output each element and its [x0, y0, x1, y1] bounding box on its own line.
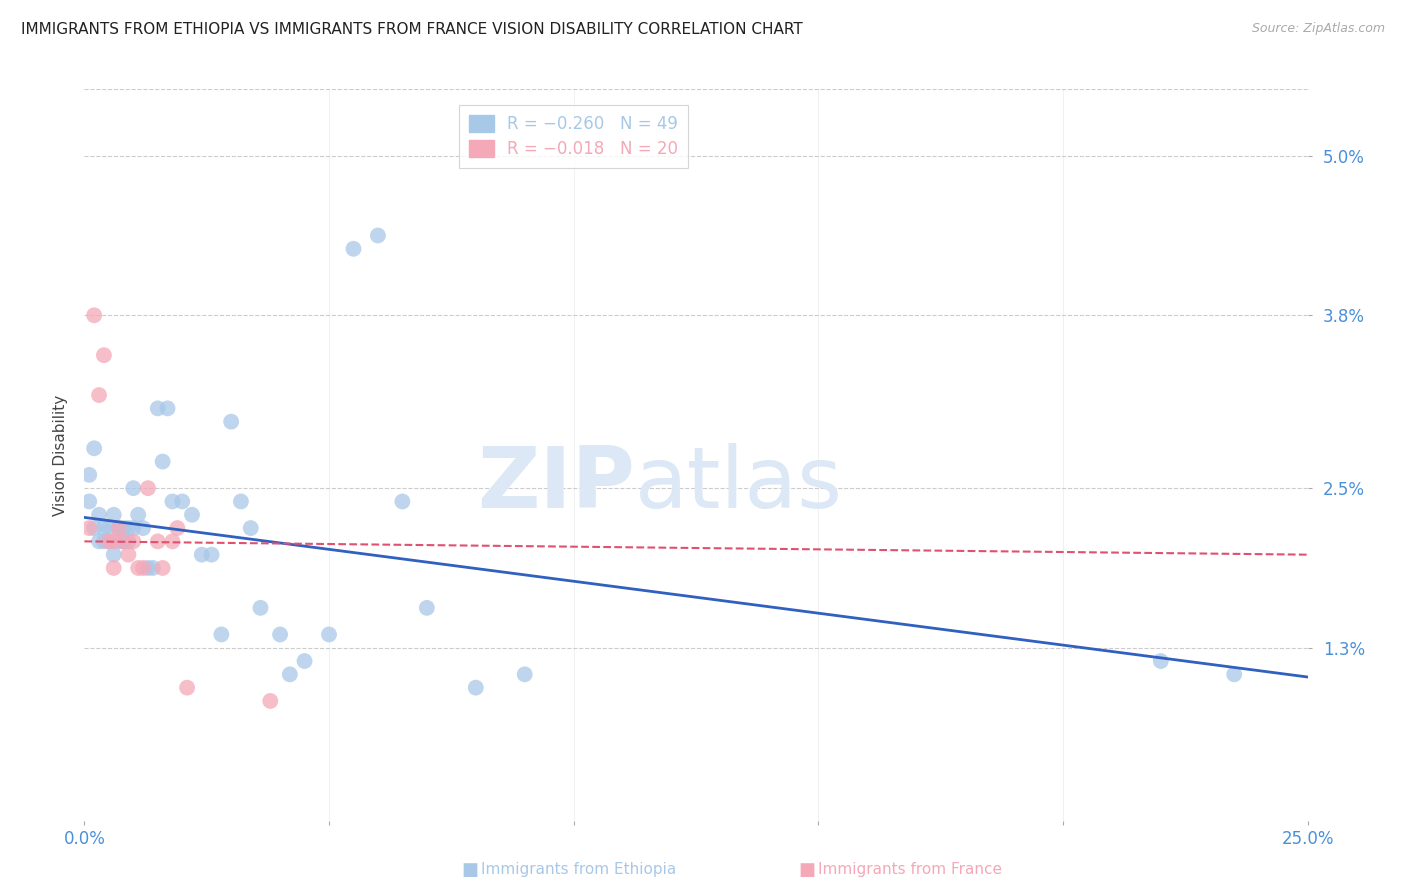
Point [259, 694, 281, 708]
Point [107, 521, 129, 535]
Point [416, 600, 439, 615]
Point [87, 508, 110, 522]
Text: ■: ■ [799, 861, 815, 879]
Point [83, 308, 105, 322]
Point [97, 534, 120, 549]
Point [77, 467, 100, 482]
Point [1223, 667, 1246, 681]
Point [162, 534, 184, 549]
Point [152, 561, 174, 575]
Point [107, 521, 129, 535]
Point [127, 561, 149, 575]
Point [191, 548, 214, 562]
Point [117, 534, 139, 549]
Point [122, 534, 145, 549]
Point [93, 348, 115, 362]
Point [1150, 654, 1173, 668]
Point [249, 600, 271, 615]
Point [239, 521, 262, 535]
Point [219, 415, 242, 429]
Point [93, 534, 115, 549]
Point [132, 561, 155, 575]
Point [83, 521, 105, 535]
Point [97, 534, 120, 549]
Point [172, 494, 194, 508]
Point [117, 548, 139, 562]
Point [513, 667, 536, 681]
Text: atlas: atlas [636, 442, 842, 525]
Point [103, 548, 125, 562]
Point [117, 521, 139, 535]
Point [136, 481, 159, 495]
Point [200, 548, 222, 562]
Point [162, 494, 184, 508]
Point [136, 561, 159, 575]
Point [87, 388, 110, 402]
Point [132, 521, 155, 535]
Point [112, 534, 135, 549]
Point [152, 454, 174, 468]
Point [278, 667, 301, 681]
Point [342, 242, 364, 256]
Point [107, 534, 129, 549]
Point [209, 627, 232, 641]
Text: IMMIGRANTS FROM ETHIOPIA VS IMMIGRANTS FROM FRANCE VISION DISABILITY CORRELATION: IMMIGRANTS FROM ETHIOPIA VS IMMIGRANTS F… [21, 22, 803, 37]
Point [146, 534, 169, 549]
Point [146, 401, 169, 416]
Point [464, 681, 486, 695]
Point [294, 654, 316, 668]
Point [318, 627, 340, 641]
Point [122, 521, 145, 535]
Point [97, 521, 120, 535]
Text: ZIP: ZIP [477, 442, 636, 525]
Point [103, 508, 125, 522]
Point [391, 494, 413, 508]
Point [83, 442, 105, 456]
Point [77, 521, 100, 535]
Point [77, 494, 100, 508]
Point [103, 534, 125, 549]
Text: Immigrants from France: Immigrants from France [818, 863, 1002, 877]
Y-axis label: Vision Disability: Vision Disability [52, 394, 67, 516]
Point [122, 481, 145, 495]
Point [127, 508, 149, 522]
Text: Immigrants from Ethiopia: Immigrants from Ethiopia [481, 863, 676, 877]
Point [142, 561, 165, 575]
Point [112, 534, 135, 549]
Point [166, 521, 188, 535]
Point [367, 228, 389, 243]
Point [181, 508, 204, 522]
Point [229, 494, 252, 508]
Point [269, 627, 291, 641]
Text: ■: ■ [461, 861, 478, 879]
Text: Source: ZipAtlas.com: Source: ZipAtlas.com [1251, 22, 1385, 36]
Point [112, 521, 135, 535]
Point [176, 681, 198, 695]
Point [156, 401, 179, 416]
Point [103, 561, 125, 575]
Point [93, 521, 115, 535]
Legend: R = −0.260   N = 49, R = −0.018   N = 20: R = −0.260 N = 49, R = −0.018 N = 20 [458, 105, 689, 168]
Point [87, 534, 110, 549]
